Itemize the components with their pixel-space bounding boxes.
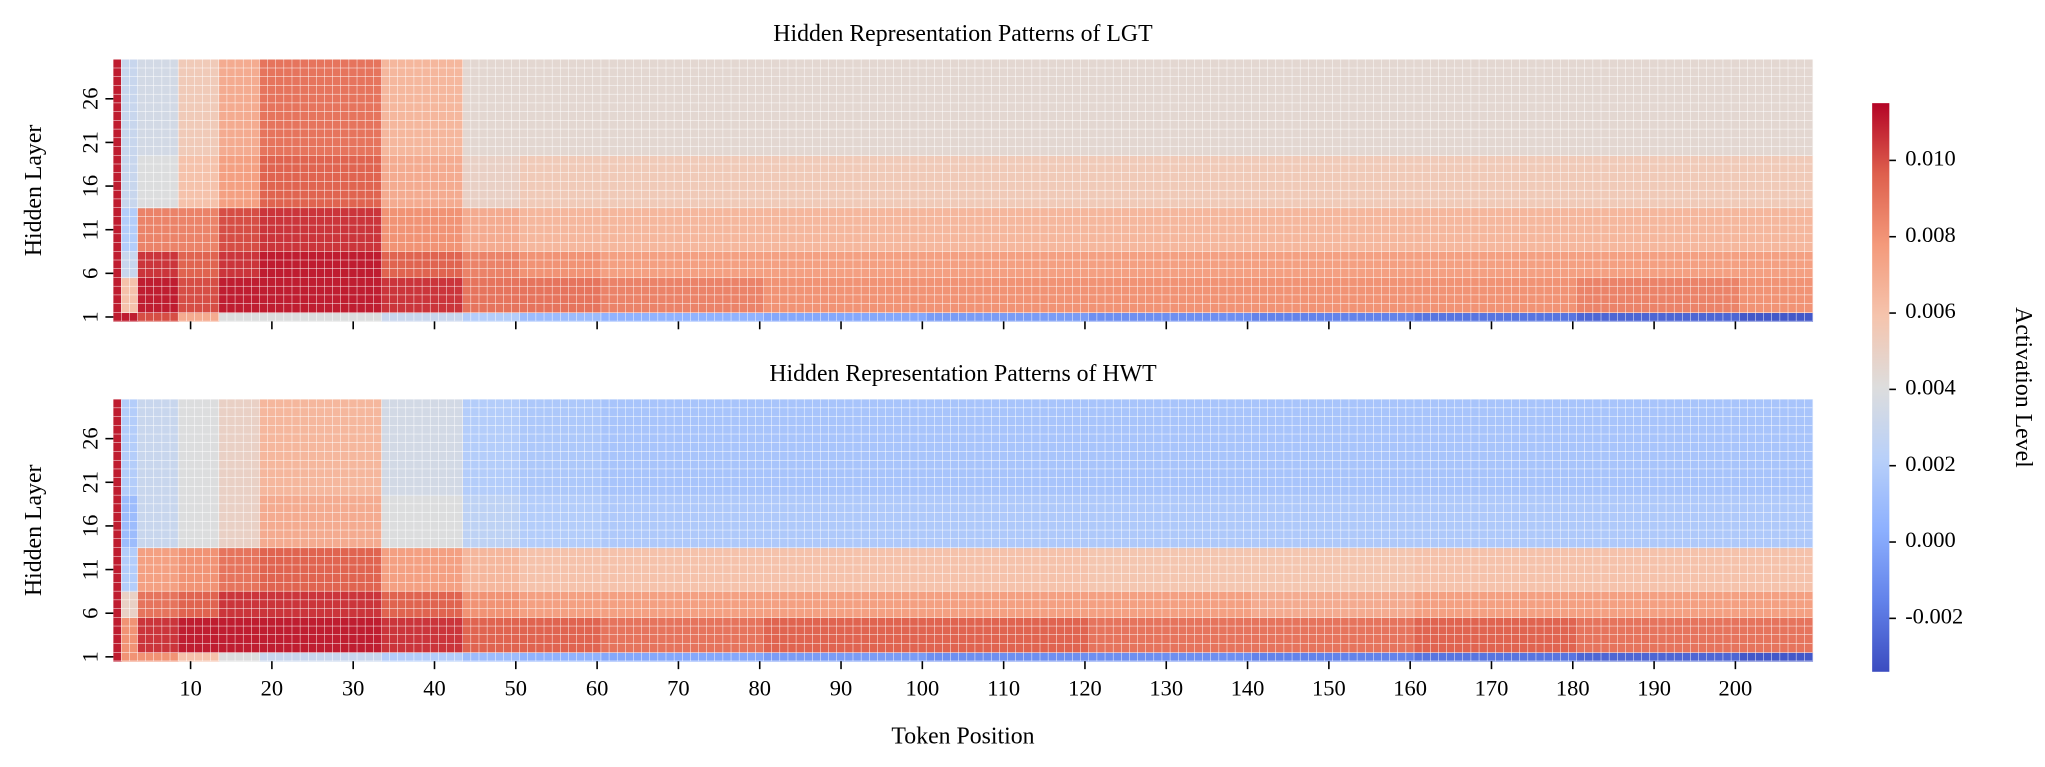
x-tick-label: 200 bbox=[1719, 675, 1753, 700]
x-tick-label: 170 bbox=[1475, 675, 1509, 700]
colorbar-label: Activation Level bbox=[2010, 307, 2036, 468]
x-tick-label: 140 bbox=[1231, 675, 1265, 700]
x-tick-label: 110 bbox=[987, 675, 1020, 700]
colorbar-tick-label: 0.006 bbox=[1905, 298, 1956, 323]
x-tick-label: 150 bbox=[1312, 675, 1346, 700]
y-axis-label: Hidden Layer bbox=[21, 125, 47, 257]
y-tick-label: 11 bbox=[77, 559, 102, 581]
x-tick-label: 80 bbox=[748, 675, 770, 700]
x-tick-label: 20 bbox=[261, 675, 283, 700]
x-axis-label: Token Position bbox=[891, 723, 1034, 749]
y-tick-label: 26 bbox=[77, 427, 102, 449]
cell-grid bbox=[113, 59, 1813, 322]
y-tick-label: 1 bbox=[77, 311, 102, 322]
x-tick-label: 50 bbox=[505, 675, 527, 700]
x-tick-label: 30 bbox=[342, 675, 364, 700]
colorbar-tick-label: -0.002 bbox=[1905, 604, 1963, 629]
colorbar bbox=[1872, 103, 1890, 672]
y-tick-label: 21 bbox=[77, 471, 102, 493]
y-axis-label: Hidden Layer bbox=[21, 464, 47, 596]
colorbar-tick-label: 0.008 bbox=[1905, 222, 1956, 247]
x-tick-label: 70 bbox=[667, 675, 689, 700]
x-tick-label: 90 bbox=[830, 675, 852, 700]
y-tick-label: 21 bbox=[77, 131, 102, 153]
y-tick-label: 16 bbox=[77, 515, 102, 537]
x-tick-label: 40 bbox=[423, 675, 445, 700]
y-tick-label: 26 bbox=[77, 88, 102, 110]
x-tick-label: 60 bbox=[586, 675, 608, 700]
chart-title: Hidden Representation Patterns of LGT bbox=[773, 21, 1153, 47]
y-tick-label: 16 bbox=[77, 175, 102, 197]
colorbar-tick-label: 0.000 bbox=[1905, 527, 1956, 552]
x-tick-label: 190 bbox=[1637, 675, 1671, 700]
cell-grid bbox=[113, 399, 1813, 662]
x-tick-label: 180 bbox=[1556, 675, 1590, 700]
colorbar-tick-label: 0.002 bbox=[1905, 451, 1956, 476]
y-tick-label: 6 bbox=[77, 268, 102, 279]
x-tick-label: 130 bbox=[1149, 675, 1183, 700]
x-tick-label: 120 bbox=[1068, 675, 1102, 700]
colorbar-tick-label: 0.010 bbox=[1905, 146, 1956, 171]
x-tick-label: 160 bbox=[1393, 675, 1427, 700]
chart-title: Hidden Representation Patterns of HWT bbox=[769, 361, 1157, 387]
x-tick-label: 10 bbox=[179, 675, 201, 700]
colorbar-tick-label: 0.004 bbox=[1905, 375, 1956, 400]
x-tick-label: 100 bbox=[905, 675, 939, 700]
y-tick-label: 11 bbox=[77, 219, 102, 241]
y-tick-label: 6 bbox=[77, 608, 102, 619]
y-tick-label: 1 bbox=[77, 651, 102, 662]
